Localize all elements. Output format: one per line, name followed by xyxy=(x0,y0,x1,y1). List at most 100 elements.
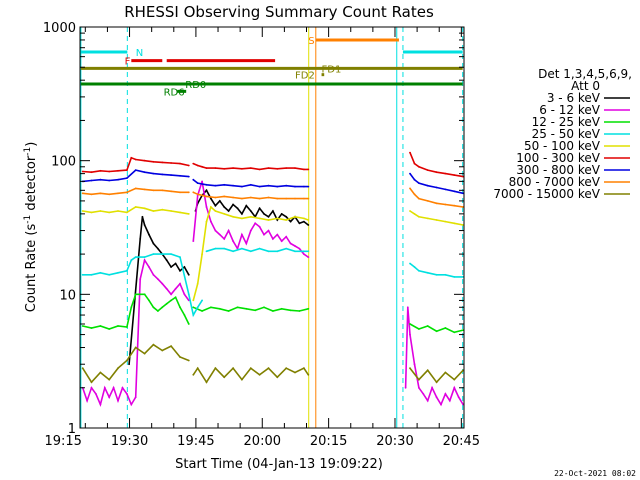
series-point-1-2-9 xyxy=(440,403,442,406)
series-point-0-1-16 xyxy=(263,213,265,215)
series-point-7-1-4 xyxy=(223,195,226,198)
legend-label-0: 3 - 6 keV xyxy=(547,91,601,105)
series-line-5-2 xyxy=(409,152,464,178)
series-point-3-2-0 xyxy=(409,262,411,265)
series-point-3-0-9 xyxy=(152,253,155,256)
series-point-7-0-7 xyxy=(143,188,146,191)
series-point-8-0-8 xyxy=(152,343,155,346)
series-point-7-0-8 xyxy=(152,189,155,192)
series-point-1-1-23 xyxy=(294,245,296,247)
series-point-5-0-9 xyxy=(152,160,155,163)
series-point-7-2-5 xyxy=(444,203,447,206)
series-point-2-0-13 xyxy=(161,306,164,309)
series-point-5-0-1 xyxy=(90,171,93,174)
series-point-6-1-14 xyxy=(307,185,310,188)
series-line-7-2 xyxy=(409,187,464,208)
series-point-0-1-7 xyxy=(223,206,226,208)
series-point-3-2-4 xyxy=(435,273,438,276)
x-tick-label: 20:15 xyxy=(310,434,347,449)
series-point-6-0-1 xyxy=(90,179,93,182)
series-point-7-0-4 xyxy=(117,192,119,195)
series-point-2-0-12 xyxy=(157,310,159,312)
series-point-1-0-8 xyxy=(117,399,119,402)
series-point-1-0-20 xyxy=(170,293,173,296)
series-point-1-1-12 xyxy=(245,242,248,245)
series-point-7-1-1 xyxy=(196,193,199,196)
series-point-8-1-10 xyxy=(276,376,279,379)
series-point-2-1-9 xyxy=(272,310,274,312)
series-point-3-1-4 xyxy=(241,247,243,250)
series-point-7-1-5 xyxy=(232,196,235,199)
series-point-8-0-10 xyxy=(170,345,173,347)
series-point-0-0-2 xyxy=(141,215,144,218)
series-point-1-1-22 xyxy=(289,242,292,245)
legend-label-4: 50 - 100 keV xyxy=(524,139,601,153)
series-point-1-1-20 xyxy=(280,240,283,243)
series-point-6-0-8 xyxy=(152,172,155,175)
series-point-5-0-8 xyxy=(143,159,146,162)
series-point-4-1-5 xyxy=(214,210,217,212)
series-point-4-2-6 xyxy=(453,222,456,225)
series-point-1-1-9 xyxy=(232,240,235,243)
series-point-1-1-2 xyxy=(201,180,204,183)
series-point-6-0-4 xyxy=(117,178,119,181)
series-point-0-0-1 xyxy=(139,238,142,240)
series-point-0-1-8 xyxy=(227,210,230,212)
series-point-1-1-17 xyxy=(267,229,270,232)
series-point-5-1-14 xyxy=(303,168,305,171)
series-point-8-0-4 xyxy=(117,367,119,370)
state-label-2: S xyxy=(308,36,314,47)
series-point-8-1-8 xyxy=(258,373,261,376)
series-point-0-1-25 xyxy=(303,220,305,223)
y-tick-label: 1 xyxy=(68,422,76,437)
series-point-8-2-3 xyxy=(435,381,438,384)
y-tick-label: 100 xyxy=(51,155,76,170)
series-point-1-0-14 xyxy=(143,259,146,262)
series-point-3-0-4 xyxy=(117,271,119,274)
series-point-7-1-13 xyxy=(303,197,305,200)
series-point-5-0-6 xyxy=(130,156,133,159)
series-point-8-1-12 xyxy=(294,371,296,374)
series-point-5-0-3 xyxy=(108,170,111,173)
series-point-5-1-11 xyxy=(276,167,279,170)
series-point-4-1-1 xyxy=(196,282,199,285)
series-point-6-0-5 xyxy=(126,177,128,180)
series-point-1-0-13 xyxy=(139,278,142,280)
series-point-7-1-6 xyxy=(241,197,243,200)
series-point-8-0-5 xyxy=(126,359,128,362)
x-tick-label: 20:30 xyxy=(376,434,413,449)
series-point-8-1-13 xyxy=(303,367,305,370)
series-point-7-1-2 xyxy=(205,195,208,198)
x-axis-label: Start Time (04-Jan-13 19:09:22) xyxy=(175,457,383,472)
series-point-1-1-15 xyxy=(258,225,261,228)
series-point-4-1-11 xyxy=(267,219,270,221)
series-point-4-1-4 xyxy=(210,206,212,208)
series-point-5-0-12 xyxy=(179,162,181,165)
state-label-8: RD6 xyxy=(164,87,185,98)
x-tick-label: 20:00 xyxy=(244,434,281,449)
series-point-0-1-10 xyxy=(236,207,239,210)
series-point-1-1-18 xyxy=(272,238,274,240)
series-point-7-0-10 xyxy=(170,190,173,193)
series-point-5-1-8 xyxy=(249,167,252,170)
series-point-5-0-11 xyxy=(170,162,173,164)
series-point-1-1-13 xyxy=(249,229,252,232)
state-label-3: F xyxy=(125,57,131,68)
series-point-7-0-1 xyxy=(90,193,93,196)
series-line-6-2 xyxy=(409,173,464,195)
series-point-8-1-0 xyxy=(192,373,195,376)
series-point-6-1-9 xyxy=(267,184,270,187)
series-point-3-1-0 xyxy=(205,250,208,253)
series-point-8-1-1 xyxy=(196,367,199,370)
series-point-2-0-3 xyxy=(108,328,111,330)
series-point-7-2-2 xyxy=(418,197,420,200)
series-point-1-1-5 xyxy=(214,229,217,232)
series-point-1-2-4 xyxy=(418,386,420,389)
series-point-6-1-8 xyxy=(258,185,261,188)
series-point-8-0-0 xyxy=(81,367,84,370)
series-point-0-0-11 xyxy=(179,269,181,272)
series-point-8-0-12 xyxy=(187,359,190,362)
series-point-4-1-14 xyxy=(294,215,296,218)
